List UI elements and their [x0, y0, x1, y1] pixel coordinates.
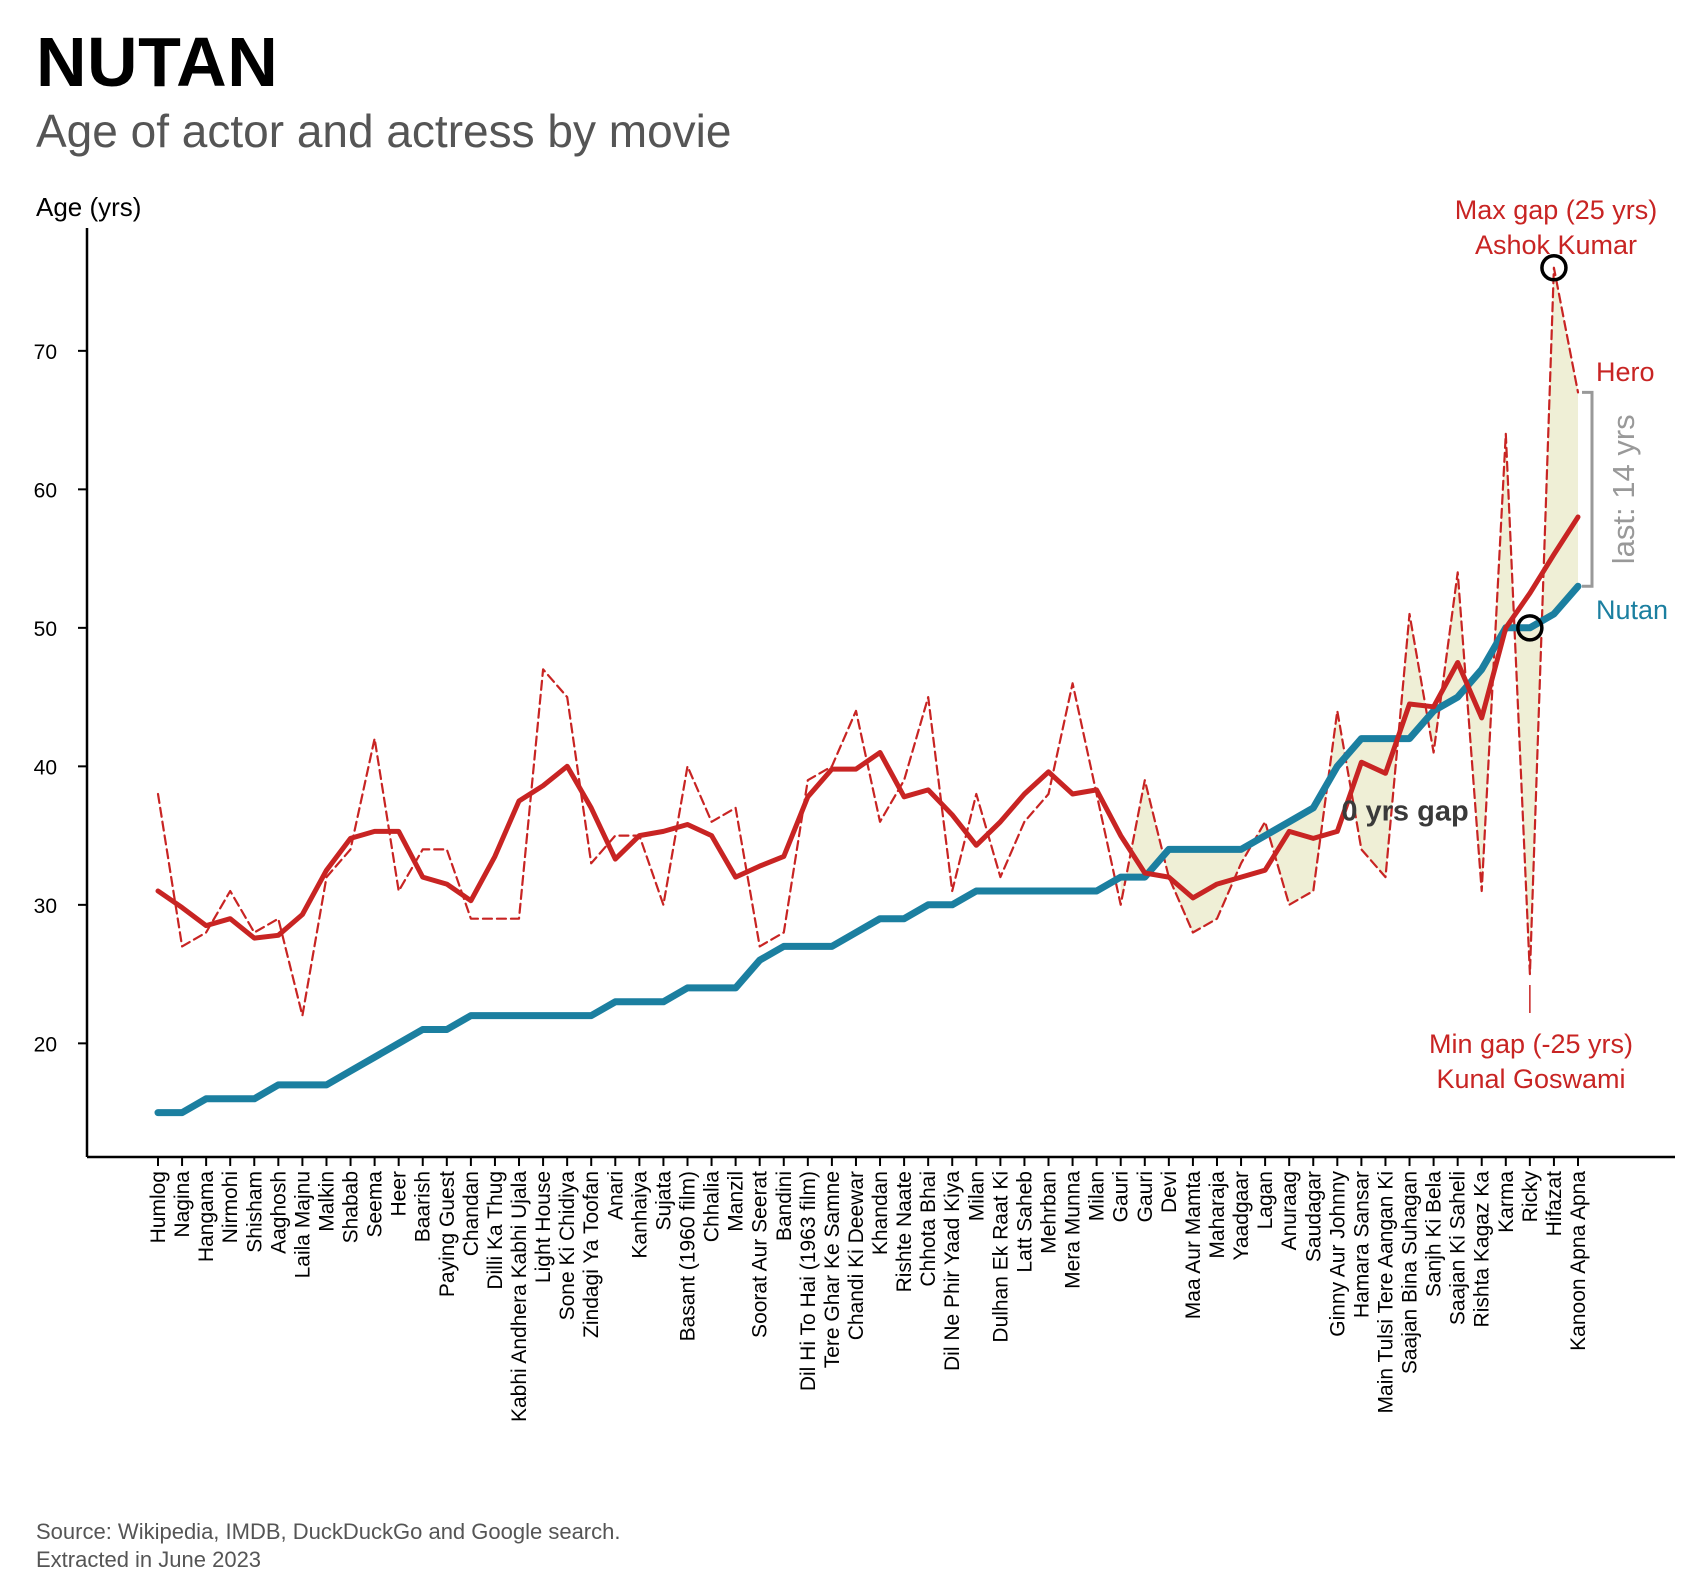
x-tick-label: Laila Majnu	[291, 1171, 314, 1278]
x-tick-label: Yaadgaar	[1230, 1171, 1253, 1261]
y-tick-label: 60	[34, 479, 57, 502]
x-tick-label: Hifazat	[1543, 1171, 1566, 1237]
x-tick-label: Kabhi Andhera Kabhi Ujala	[508, 1171, 531, 1422]
source-line-2: Extracted in June 2023	[36, 1547, 262, 1572]
chart-title: NUTAN	[36, 23, 279, 101]
x-tick-label: Manzil	[725, 1171, 748, 1232]
max-gap-marker	[1540, 254, 1568, 282]
x-tick-label: Main Tulsi Tere Aangan Ki	[1375, 1171, 1398, 1413]
x-tick-label: Light House	[532, 1171, 555, 1283]
x-tick-label: Sone Ki Chidiya	[556, 1171, 579, 1321]
x-tick-label: Chhota Bhai	[917, 1171, 940, 1287]
hero-age-dashed-line	[156, 266, 1580, 1017]
x-tick-label: Hangama	[195, 1171, 218, 1262]
x-tick-label: Chandi Ki Deewar	[845, 1171, 868, 1340]
x-tick-label: Mera Munna	[1062, 1171, 1085, 1289]
x-tick-label: Maa Aur Mamta	[1182, 1171, 1205, 1320]
x-tick-label: Dil Hi To Hai (1963 film)	[797, 1171, 820, 1391]
axes: Age (yrs)	[36, 192, 1675, 1166]
x-tick-label: Milan	[965, 1171, 988, 1221]
x-tick-label: Gauri	[1110, 1171, 1133, 1222]
x-tick-label: Dilli Ka Thug	[484, 1171, 507, 1290]
x-tick-label: Nirmohi	[219, 1171, 242, 1243]
y-tick-label: 40	[34, 756, 57, 779]
x-tick-label: Ginny Aur Johnny	[1326, 1171, 1349, 1337]
x-tick-label: Maharaja	[1206, 1171, 1229, 1259]
x-tick-label: Humlog	[147, 1171, 170, 1243]
y-tick-label: 20	[34, 1033, 57, 1056]
x-tick-label: Karma	[1495, 1171, 1518, 1233]
x-tick-label: Chhalia	[701, 1171, 724, 1243]
x-tick-label: Devi	[1158, 1171, 1181, 1213]
max-gap-label: Max gap (25 yrs)	[1455, 195, 1658, 225]
x-tick-label: Paying Guest	[436, 1171, 459, 1297]
x-tick-label: Tere Ghar Ke Samne	[821, 1171, 844, 1368]
x-tick-label: Sanjh Ki Bela	[1423, 1171, 1446, 1297]
x-tick-label: Malkin	[316, 1171, 339, 1232]
x-tick-label: Dil Ne Phir Yaad Kiya	[941, 1171, 964, 1371]
min-gap-label: Min gap (-25 yrs)	[1429, 1029, 1633, 1059]
nutan-age-line	[154, 582, 1582, 1117]
nutan-end-label: Nutan	[1596, 595, 1668, 625]
x-tick-label: Khandan	[869, 1171, 892, 1255]
hero-age-trend-line	[155, 514, 1581, 941]
x-tick-label: Rishte Naate	[893, 1171, 916, 1292]
x-tick-label: Anari	[604, 1171, 627, 1220]
x-tick-label: Saajan Ki Saheli	[1447, 1171, 1470, 1325]
x-tick-label: Anuraag	[1278, 1171, 1301, 1250]
annotations: Max gap (25 yrs) Ashok Kumar Min gap (-25 …	[1341, 195, 1668, 1094]
last-gap-bracket	[1582, 390, 1594, 588]
series-lines	[154, 266, 1582, 1117]
x-tick-label: Shisham	[243, 1171, 266, 1253]
y-tick-label: 50	[34, 618, 57, 641]
y-tick-label: 70	[34, 341, 57, 364]
zero-gap-label: 0 yrs gap	[1341, 796, 1468, 828]
x-tick-label: Kanoon Apna Apna	[1567, 1171, 1590, 1351]
y-axis-label: Age (yrs)	[36, 192, 141, 222]
last-gap-label: last: 14 yrs	[1606, 414, 1641, 564]
source-line-1: Source: Wikipedia, IMDB, DuckDuckGo and …	[36, 1519, 621, 1544]
x-tick-label: Gauri	[1134, 1171, 1157, 1222]
x-tick-label: Zindagi Ya Toofan	[580, 1171, 603, 1338]
x-tick-label: Chandan	[460, 1171, 483, 1256]
source-note: Source: Wikipedia, IMDB, DuckDuckGo and …	[36, 1518, 620, 1574]
hero-end-label: Hero	[1596, 357, 1655, 387]
x-tick-label: Basant (1960 film)	[677, 1171, 700, 1341]
x-tick-label: Dulhan Ek Raat Ki	[989, 1171, 1012, 1343]
min-gap-marker	[1516, 614, 1544, 642]
x-tick-label: Saajan Bina Suhagan	[1399, 1171, 1422, 1374]
x-tick-label: Saudagar	[1302, 1171, 1325, 1262]
x-tick-label: Milan	[1086, 1171, 1109, 1221]
y-tick-label: 30	[34, 895, 57, 918]
x-tick-label: Shabab	[340, 1171, 363, 1243]
x-tick-label: Sujata	[652, 1171, 675, 1231]
x-tick-label: Hamara Sansar	[1350, 1171, 1373, 1318]
max-gap-name: Ashok Kumar	[1475, 230, 1637, 260]
x-tick-label: Nagina	[171, 1171, 194, 1238]
x-tick-label: Latt Saheb	[1013, 1171, 1036, 1273]
x-tick-label: Ricky	[1519, 1171, 1542, 1223]
x-tick-label: Aaghosh	[267, 1171, 290, 1254]
x-tick-label: Mehrban	[1038, 1171, 1061, 1254]
x-tick-label: Bandini	[773, 1171, 796, 1241]
x-tick-label: Rishta Kagaz Ka	[1471, 1171, 1494, 1328]
x-tick-label: Heer	[388, 1171, 411, 1217]
x-tick-label: Soorat Aur Seerat	[749, 1171, 772, 1338]
x-tick-label: Seema	[364, 1171, 387, 1238]
min-gap-name: Kunal Goswami	[1436, 1064, 1625, 1094]
x-tick-label: Lagan	[1254, 1171, 1277, 1229]
chart-subtitle: Age of actor and actress by movie	[36, 105, 732, 157]
x-tick-label: Baarish	[412, 1171, 435, 1242]
x-tick-label: Kanhaiya	[628, 1171, 651, 1259]
